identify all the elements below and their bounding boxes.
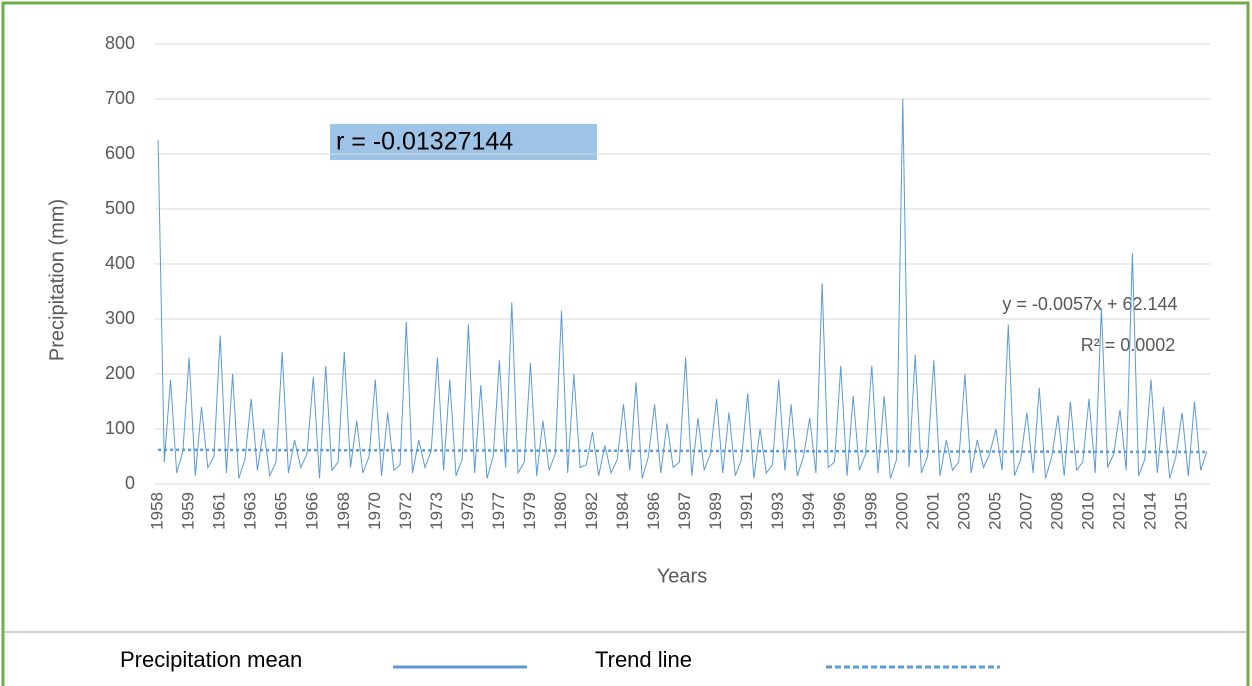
data-line (157, 98, 1208, 479)
x-tick-label: 2014 (1141, 492, 1160, 530)
annotation: R² = 0.0002 (1081, 335, 1176, 355)
x-tick-label: 1979 (520, 492, 539, 530)
x-tick-label: 1972 (396, 492, 415, 530)
y-axis-label: Precipitation (mm) (46, 199, 68, 361)
x-tick-label: 1961 (210, 492, 229, 530)
x-tick-label: 1984 (613, 492, 632, 530)
x-tick-label: 1980 (551, 492, 570, 530)
y-tick-label: 700 (105, 88, 135, 108)
x-tick-label: 2010 (1078, 492, 1097, 530)
legend-label: Precipitation mean (120, 647, 302, 672)
x-tick-label: 1989 (706, 492, 725, 530)
y-tick-label: 200 (105, 363, 135, 383)
annotation: r = -0.01327144 (336, 128, 513, 156)
x-tick-label: 1994 (799, 492, 818, 530)
x-axis-label: Years (657, 565, 707, 587)
x-tick-label: 1996 (830, 492, 849, 530)
x-tick-label: 1973 (427, 492, 446, 530)
x-tick-label: 1959 (179, 492, 198, 530)
y-tick-label: 500 (105, 198, 135, 218)
x-tick-label: 2003 (954, 492, 973, 530)
x-tick-label: 1977 (489, 492, 508, 530)
x-tick-label: 2015 (1172, 492, 1191, 530)
legend-label: Trend line (595, 647, 692, 672)
x-tick-label: 1963 (241, 492, 260, 530)
x-tick-label: 1968 (334, 492, 353, 530)
x-tick-label: 1998 (861, 492, 880, 530)
x-tick-label: 2008 (1047, 492, 1066, 530)
x-tick-label: 1966 (303, 492, 322, 530)
x-tick-label: 1991 (737, 492, 756, 530)
y-tick-label: 300 (105, 308, 135, 328)
x-tick-label: 2005 (985, 492, 1004, 530)
y-tick-label: 0 (125, 473, 135, 493)
x-tick-label: 2000 (892, 492, 911, 530)
y-tick-label: 100 (105, 418, 135, 438)
x-tick-label: 1986 (644, 492, 663, 530)
y-tick-label: 400 (105, 253, 135, 273)
x-tick-label: 1993 (768, 492, 787, 530)
y-tick-label: 600 (105, 143, 135, 163)
x-tick-label: 1958 (148, 492, 167, 530)
x-tick-label: 2012 (1109, 492, 1128, 530)
x-tick-label: 1987 (675, 492, 694, 530)
x-tick-label: 2001 (923, 492, 942, 530)
trend-line (158, 448, 1207, 454)
annotation: y = -0.0057x + 62.144 (1002, 294, 1177, 314)
x-tick-label: 1982 (582, 492, 601, 530)
y-tick-label: 800 (105, 33, 135, 53)
x-tick-label: 2007 (1016, 492, 1035, 530)
x-tick-label: 1975 (458, 492, 477, 530)
x-tick-label: 1970 (365, 492, 384, 530)
x-tick-label: 1965 (272, 492, 291, 530)
